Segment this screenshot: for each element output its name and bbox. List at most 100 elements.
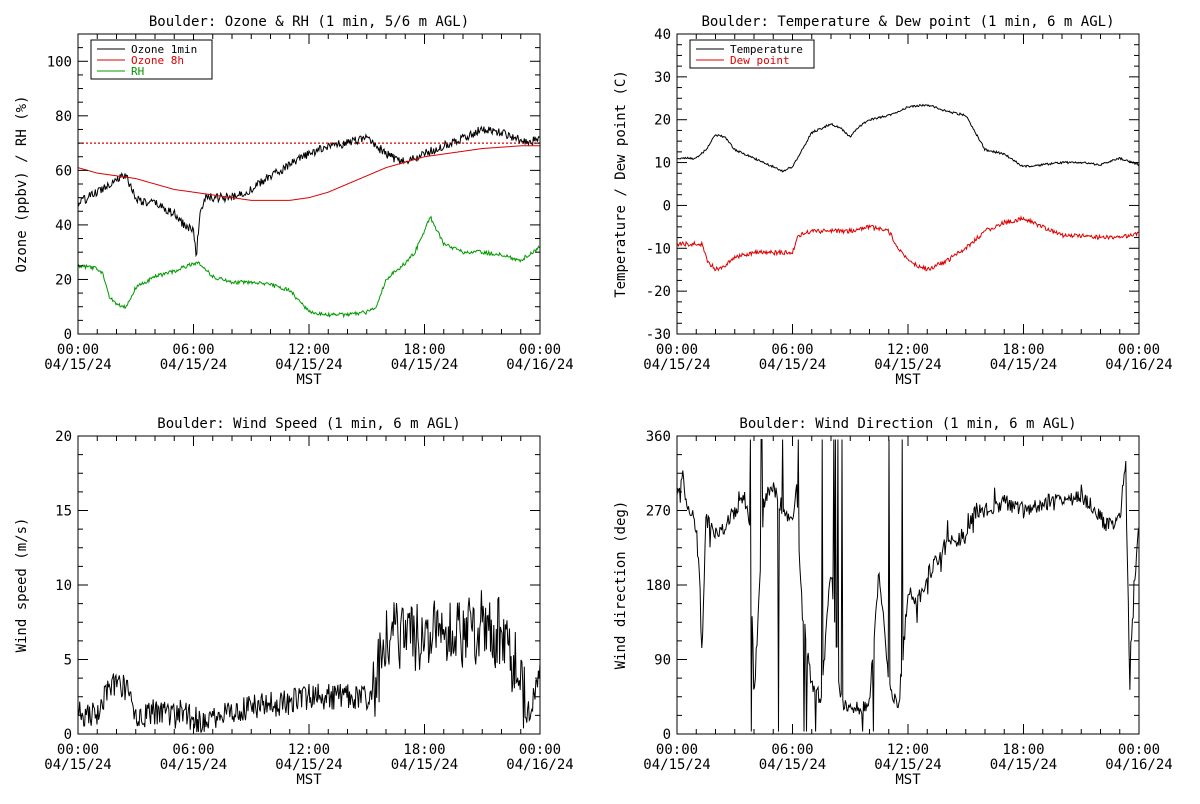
series-line-ozone-8h [78, 145, 540, 201]
legend-label: Temperature [730, 43, 803, 56]
chart-title: Boulder: Wind Direction (1 min, 6 m AGL) [739, 416, 1076, 432]
y-tick-label: 40 [654, 27, 671, 43]
y-tick-label: -30 [646, 327, 671, 343]
y-tick-label: -10 [646, 241, 671, 257]
series-line-temperature [677, 103, 1139, 173]
series-line-data [677, 439, 1139, 732]
legend-label: Dew point [730, 54, 790, 67]
x-tick-date-label: 04/16/24 [506, 757, 573, 773]
x-axis-label: MST [895, 772, 921, 788]
y-axis-label: Wind speed (m/s) [14, 518, 30, 653]
series-line-dew-point [677, 215, 1139, 272]
x-tick-label: 00:00 [57, 742, 99, 758]
x-axis-label: MST [296, 772, 322, 788]
y-tick-label: 180 [646, 578, 671, 594]
x-tick-date-label: 04/15/24 [874, 757, 941, 773]
x-tick-date-label: 04/15/24 [643, 357, 710, 373]
x-tick-label: 18:00 [403, 742, 445, 758]
x-tick-label: 00:00 [656, 342, 698, 358]
x-tick-date-label: 04/15/24 [759, 757, 826, 773]
x-tick-date-label: 04/15/24 [643, 757, 710, 773]
series-line-rh [78, 215, 540, 319]
chart-title: Boulder: Temperature & Dew point (1 min,… [701, 14, 1114, 30]
x-tick-label: 12:00 [288, 342, 330, 358]
x-tick-date-label: 04/15/24 [990, 357, 1057, 373]
x-tick-label: 00:00 [1118, 742, 1160, 758]
chart-panel-1: Boulder: Ozone & RH (1 min, 5/6 m AGL) 0 2… [14, 14, 574, 388]
y-axis-label: Ozone (ppbv) / RH (%) [14, 95, 30, 272]
y-axis-label: Temperature / Dew point (C) [613, 70, 629, 298]
y-tick-label: 80 [55, 109, 72, 125]
y-tick-label: 270 [646, 504, 671, 520]
y-tick-label: 90 [654, 653, 671, 669]
y-tick-label: 20 [55, 272, 72, 288]
legend-label: Ozone 8h [131, 54, 184, 67]
y-tick-label: 10 [55, 578, 72, 594]
x-tick-label: 00:00 [519, 342, 561, 358]
y-tick-label: 10 [654, 156, 671, 172]
series-group [78, 590, 540, 733]
y-tick-label: 0 [663, 727, 671, 743]
legend-box [689, 39, 815, 69]
y-tick-label: -20 [646, 284, 671, 300]
y-tick-label: 40 [55, 218, 72, 234]
x-tick-label: 18:00 [1002, 742, 1044, 758]
x-tick-date-label: 04/15/24 [160, 757, 227, 773]
y-tick-label: 5 [64, 653, 72, 669]
x-tick-date-label: 04/16/24 [1105, 757, 1172, 773]
x-tick-label: 06:00 [172, 742, 214, 758]
x-tick-date-label: 04/15/24 [874, 357, 941, 373]
y-tick-label: 15 [55, 504, 72, 520]
x-tick-date-label: 04/15/24 [44, 357, 111, 373]
x-tick-label: 12:00 [887, 342, 929, 358]
x-tick-date-label: 04/15/24 [759, 357, 826, 373]
y-tick-label: 0 [663, 198, 671, 214]
x-tick-label: 06:00 [771, 342, 813, 358]
y-axis-label: Wind direction (deg) [613, 501, 629, 670]
legend-label: RH [131, 65, 144, 78]
x-tick-date-label: 04/15/24 [160, 357, 227, 373]
y-tick-label: 20 [55, 429, 72, 445]
y-tick-label: 0 [64, 327, 72, 343]
x-tick-label: 12:00 [887, 742, 929, 758]
y-tick-label: 0 [64, 727, 72, 743]
x-tick-label: 06:00 [771, 742, 813, 758]
x-tick-label: 00:00 [1118, 342, 1160, 358]
y-tick-label: 100 [47, 54, 72, 70]
plot-frame [676, 33, 1140, 335]
x-tick-label: 12:00 [288, 742, 330, 758]
x-tick-label: 18:00 [1002, 342, 1044, 358]
legend-label: Ozone 1min [131, 43, 197, 56]
x-tick-date-label: 04/15/24 [275, 757, 342, 773]
chart-panel-4: Boulder: Wind Direction (1 min, 6 m AGL)… [613, 416, 1173, 788]
plot-frame [676, 435, 1140, 735]
x-tick-label: 00:00 [519, 742, 561, 758]
chart-title: Boulder: Wind Speed (1 min, 6 m AGL) [157, 416, 460, 432]
x-tick-date-label: 04/15/24 [990, 757, 1057, 773]
x-tick-date-label: 04/16/24 [1105, 357, 1172, 373]
series-line-data [78, 590, 540, 733]
y-tick-label: 360 [646, 429, 671, 445]
x-tick-label: 18:00 [403, 342, 445, 358]
series-line-ozone-1min [78, 125, 540, 258]
series-group [677, 103, 1139, 272]
x-tick-date-label: 04/16/24 [506, 357, 573, 373]
chart-panel-3: Boulder: Wind Speed (1 min, 6 m AGL) 0 5 10… [14, 416, 574, 788]
y-tick-label: 60 [55, 163, 72, 179]
x-tick-date-label: 04/15/24 [391, 757, 458, 773]
chart-title: Boulder: Ozone & RH (1 min, 5/6 m AGL) [149, 14, 469, 30]
x-tick-date-label: 04/15/24 [275, 357, 342, 373]
x-tick-date-label: 04/15/24 [391, 357, 458, 373]
x-tick-date-label: 04/15/24 [44, 757, 111, 773]
y-tick-label: 30 [654, 70, 671, 86]
series-group [78, 125, 540, 319]
chart-panel-2: Boulder: Temperature & Dew point (1 min,… [613, 14, 1173, 388]
x-axis-label: MST [895, 372, 921, 388]
y-tick-label: 20 [654, 113, 671, 129]
x-tick-label: 06:00 [172, 342, 214, 358]
x-axis-label: MST [296, 372, 322, 388]
